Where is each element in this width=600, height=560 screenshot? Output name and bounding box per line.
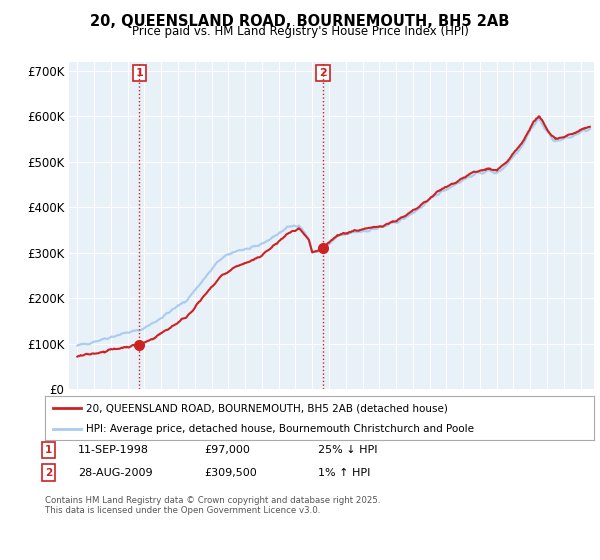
Text: Price paid vs. HM Land Registry's House Price Index (HPI): Price paid vs. HM Land Registry's House … [131,25,469,38]
Text: 2: 2 [45,468,52,478]
Text: £309,500: £309,500 [204,468,257,478]
Text: 25% ↓ HPI: 25% ↓ HPI [318,445,377,455]
Text: Contains HM Land Registry data © Crown copyright and database right 2025.
This d: Contains HM Land Registry data © Crown c… [45,496,380,515]
Text: £97,000: £97,000 [204,445,250,455]
Text: 1% ↑ HPI: 1% ↑ HPI [318,468,370,478]
Text: 20, QUEENSLAND ROAD, BOURNEMOUTH, BH5 2AB: 20, QUEENSLAND ROAD, BOURNEMOUTH, BH5 2A… [91,14,509,29]
Text: 1: 1 [136,68,143,78]
Text: 20, QUEENSLAND ROAD, BOURNEMOUTH, BH5 2AB (detached house): 20, QUEENSLAND ROAD, BOURNEMOUTH, BH5 2A… [86,403,448,413]
Text: 2: 2 [319,68,327,78]
Text: 28-AUG-2009: 28-AUG-2009 [78,468,152,478]
Text: HPI: Average price, detached house, Bournemouth Christchurch and Poole: HPI: Average price, detached house, Bour… [86,424,474,433]
Text: 11-SEP-1998: 11-SEP-1998 [78,445,149,455]
Text: 1: 1 [45,445,52,455]
